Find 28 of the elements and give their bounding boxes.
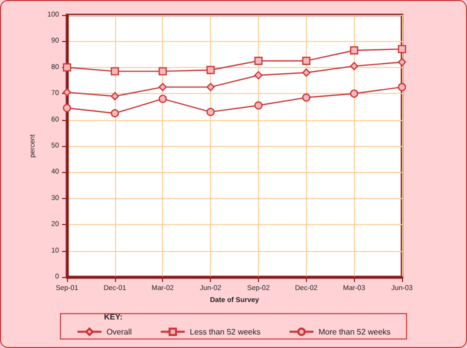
point	[302, 93, 310, 102]
point	[206, 66, 215, 74]
legend-label: More than 52 weeks	[318, 327, 391, 336]
point	[350, 62, 358, 70]
point	[206, 108, 215, 116]
point	[398, 44, 406, 54]
point	[110, 67, 119, 76]
point	[110, 109, 119, 118]
point	[350, 90, 358, 98]
point	[206, 82, 215, 92]
point	[110, 92, 119, 100]
legend-label: Less than 52 weeks	[190, 327, 261, 336]
point	[350, 46, 358, 54]
legend-label: Overall	[106, 327, 132, 336]
point	[254, 71, 263, 80]
point	[62, 104, 72, 112]
point	[62, 63, 72, 72]
point	[302, 68, 310, 77]
point	[254, 56, 263, 65]
point	[158, 67, 167, 76]
point	[62, 88, 72, 96]
point	[302, 56, 310, 65]
point	[254, 101, 263, 110]
legend-title: KEY:	[104, 312, 123, 322]
point	[158, 82, 167, 92]
point	[158, 94, 167, 103]
point	[398, 82, 406, 92]
point	[398, 58, 406, 66]
